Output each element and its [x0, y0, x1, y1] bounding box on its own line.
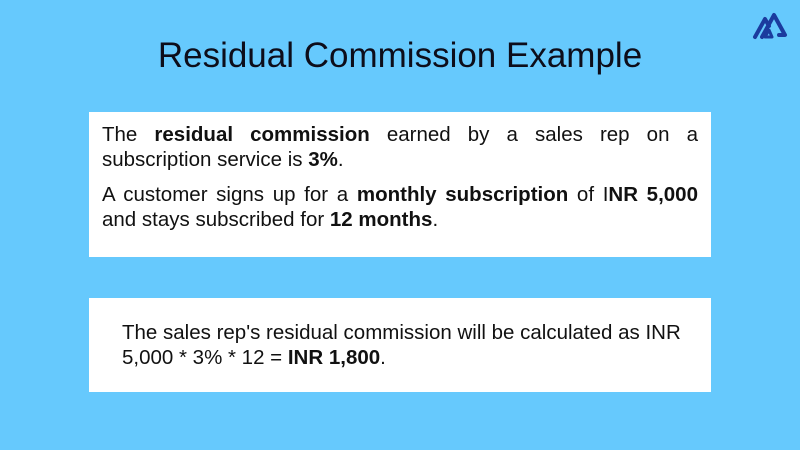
commission-rate-text: The residual commission earned by a sale… [102, 123, 698, 171]
calculation-panel: The sales rep's residual commission will… [89, 298, 711, 392]
scenario-panel: The residual commission earned by a sale… [89, 112, 711, 257]
subscription-text: A customer signs up for a monthly subscr… [102, 183, 698, 231]
calculation-text: The sales rep's residual commission will… [122, 321, 681, 369]
mountain-logo-icon [753, 13, 787, 39]
page-title: Residual Commission Example [157, 36, 643, 75]
